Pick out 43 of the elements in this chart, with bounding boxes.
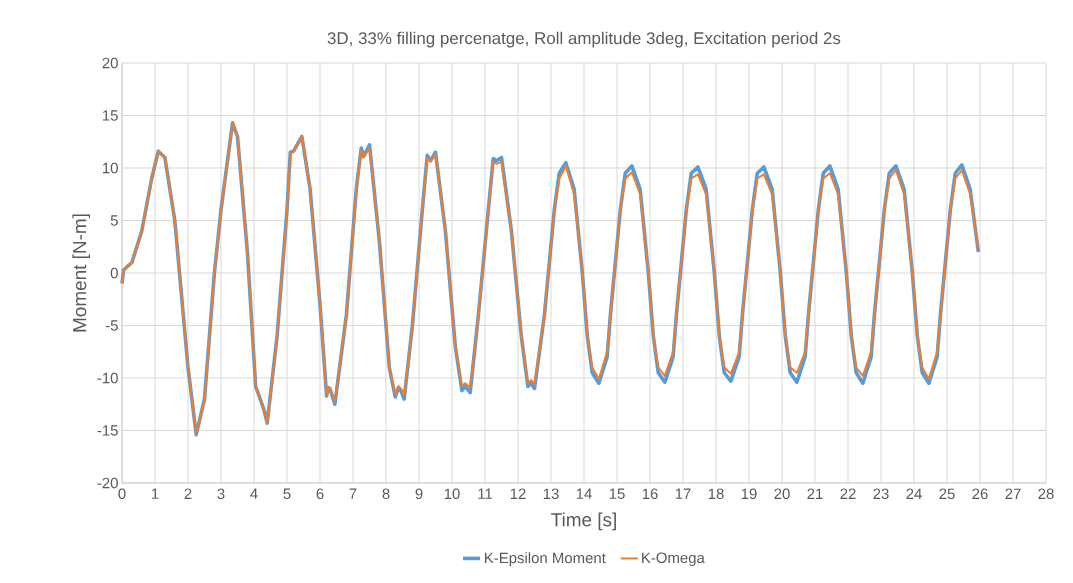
x-tick-label: 3: [217, 488, 225, 500]
y-tick-label: -20: [97, 477, 118, 489]
x-tick-label: 12: [510, 488, 526, 499]
x-tick-label: 2: [184, 488, 192, 499]
x-tick-label: 4: [250, 488, 258, 499]
x-tick-label: 16: [642, 488, 658, 500]
x-tick-label: 23: [873, 488, 889, 500]
y-tick-label: 15: [103, 110, 118, 121]
chart-title: 3D, 33% filling percenatge, Roll amplitude 3deg, Excitation period 2s: [327, 31, 841, 48]
x-tick-label: 14: [576, 488, 592, 499]
y-tick-label: 0: [110, 267, 118, 279]
x-tick-label: 22: [840, 488, 856, 499]
x-tick-label: 24: [906, 488, 922, 499]
x-tick-label: 15: [609, 488, 625, 499]
y-axis-title: Moment [N-m]: [72, 214, 91, 332]
y-tick-label: 5: [110, 215, 118, 226]
y-tick-label: -15: [97, 425, 118, 436]
x-tick-label: 21: [807, 488, 823, 499]
x-tick-label: 6: [316, 488, 324, 500]
x-tick-label: 8: [382, 488, 390, 500]
y-tick-label: -10: [97, 372, 118, 384]
x-tick-label: 26: [972, 488, 988, 500]
x-tick-label: 27: [1005, 488, 1021, 499]
x-tick-label: 11: [478, 488, 493, 499]
legend-label: K-Epsilon Moment: [485, 552, 606, 567]
x-axis-title: Time [s]: [551, 512, 616, 531]
x-tick-label: 20: [774, 488, 790, 500]
x-tick-label: 7: [349, 488, 357, 499]
x-tick-label: 10: [444, 488, 460, 500]
y-tick-label: -5: [105, 320, 118, 331]
x-tick-label: 18: [708, 488, 724, 500]
y-tick-label: 10: [103, 162, 118, 174]
x-tick-label: 0: [118, 488, 126, 500]
x-tick-label: 17: [675, 488, 691, 499]
x-tick-label: 9: [415, 488, 423, 500]
x-tick-label: 25: [939, 488, 955, 500]
x-tick-label: 5: [283, 488, 291, 499]
x-tick-label: 19: [741, 488, 757, 500]
legend-label: K-Omega: [642, 552, 705, 567]
y-tick-label: 20: [102, 57, 118, 69]
x-tick-label: 1: [151, 488, 159, 499]
x-tick-label: 28: [1038, 488, 1054, 500]
x-tick-label: 13: [543, 488, 559, 500]
